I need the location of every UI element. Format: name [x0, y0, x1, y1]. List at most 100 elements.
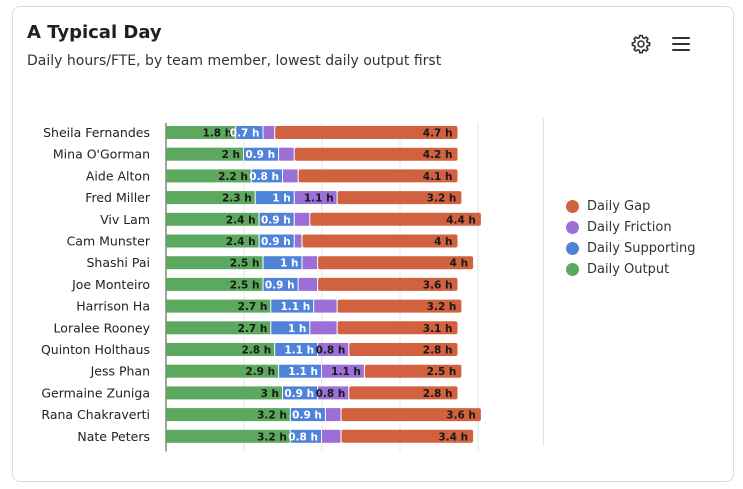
data-label: 3.2 h: [257, 410, 287, 422]
category-label: Jess Phan: [90, 364, 150, 379]
bar-segment[interactable]: [279, 147, 294, 161]
bar-segment[interactable]: [166, 321, 271, 335]
bar-segment[interactable]: [166, 256, 263, 270]
bar-segment[interactable]: [263, 256, 302, 270]
bar-segment[interactable]: [279, 364, 321, 378]
data-label: 1.1 h: [304, 193, 334, 205]
bar-segment[interactable]: [166, 277, 263, 291]
bar-segment[interactable]: [341, 429, 474, 443]
bar-segment[interactable]: [322, 364, 364, 378]
bar-segment[interactable]: [251, 169, 282, 183]
bar-segment[interactable]: [302, 234, 458, 248]
bar-segment[interactable]: [294, 234, 302, 248]
chart-subtitle: Daily hours/FTE, by team member, lowest …: [27, 53, 442, 69]
bar-segment[interactable]: [271, 299, 314, 313]
bar-segment[interactable]: [337, 191, 462, 205]
bar-segment[interactable]: [294, 191, 337, 205]
bar-segment[interactable]: [318, 256, 474, 270]
legend-swatch: [566, 263, 579, 276]
legend-item[interactable]: Daily Output: [566, 259, 696, 280]
bar-segment[interactable]: [166, 126, 236, 139]
hamburger-menu-icon[interactable]: [669, 32, 693, 56]
legend-item[interactable]: Daily Supporting: [566, 238, 696, 259]
legend-label: Daily Gap: [587, 199, 651, 214]
bar-segment[interactable]: [302, 256, 318, 270]
legend-swatch: [566, 242, 579, 255]
bar-segment[interactable]: [166, 212, 259, 226]
bar-segment[interactable]: [275, 343, 318, 356]
bar-segment[interactable]: [166, 147, 243, 161]
data-label: 3.4 h: [438, 431, 468, 443]
bar-segment[interactable]: [244, 147, 279, 161]
chart-title: A Typical Day: [27, 22, 162, 43]
bar-segment[interactable]: [290, 429, 321, 443]
legend-swatch: [566, 221, 579, 234]
data-label: 0.9 h: [265, 279, 295, 291]
bar-segment[interactable]: [166, 364, 279, 378]
category-label: Quinton Holthaus: [41, 342, 150, 357]
data-label: 0.9 h: [292, 410, 322, 422]
bar-segment[interactable]: [166, 408, 290, 422]
bar-segment[interactable]: [298, 277, 318, 291]
data-label: 2.3 h: [222, 193, 252, 205]
bar-segment[interactable]: [337, 299, 462, 313]
bar-segment[interactable]: [290, 408, 325, 422]
bar-segment[interactable]: [322, 429, 341, 443]
bar-segment[interactable]: [166, 429, 290, 443]
bar-segment[interactable]: [318, 277, 458, 291]
bar-segment[interactable]: [166, 299, 271, 313]
legend-swatch: [566, 200, 579, 213]
bar-segment[interactable]: [337, 321, 458, 335]
legend-label: Daily Friction: [587, 220, 672, 235]
data-label: 3.2 h: [257, 431, 287, 443]
bar-segment[interactable]: [236, 126, 263, 139]
category-label: Harrison Ha: [76, 299, 150, 314]
data-label: 1 h: [272, 193, 290, 205]
bar-segment[interactable]: [166, 386, 282, 400]
bar-segment[interactable]: [318, 386, 349, 400]
bar-segment[interactable]: [314, 299, 337, 313]
bar-segment[interactable]: [294, 212, 310, 226]
data-label: 2.8 h: [423, 388, 453, 400]
bar-segment[interactable]: [259, 212, 294, 226]
bar-segment[interactable]: [166, 169, 251, 183]
data-label: 1.1 h: [288, 366, 318, 378]
bar-segment[interactable]: [263, 126, 275, 139]
data-label: 3.6 h: [423, 279, 453, 291]
bar-segment[interactable]: [166, 191, 255, 205]
bar-segment[interactable]: [294, 147, 458, 161]
bar-segment[interactable]: [349, 343, 458, 356]
data-label: 1.1 h: [331, 366, 361, 378]
data-label: 4 h: [450, 258, 468, 270]
bar-segment[interactable]: [275, 126, 458, 139]
bar-segment[interactable]: [318, 343, 349, 356]
data-label: 1.8 h: [202, 128, 232, 140]
data-label: 0.9 h: [284, 388, 314, 400]
bar-segment[interactable]: [364, 364, 462, 378]
bar-segment[interactable]: [166, 234, 259, 248]
bar-segment[interactable]: [310, 321, 337, 335]
bar-segment[interactable]: [283, 386, 318, 400]
bar-segment[interactable]: [271, 321, 310, 335]
bar-segment[interactable]: [325, 408, 341, 422]
bar-segment[interactable]: [263, 277, 298, 291]
chart-legend: Daily Gap Daily Friction Daily Supporting D…: [566, 196, 696, 280]
bar-segment[interactable]: [255, 191, 294, 205]
category-label: Fred Miller: [85, 190, 151, 205]
gear-icon[interactable]: [629, 32, 653, 56]
bar-segment[interactable]: [298, 169, 458, 183]
category-label: Shashi Pai: [86, 255, 150, 270]
bar-segment[interactable]: [166, 343, 275, 356]
legend-item[interactable]: Daily Gap: [566, 196, 696, 217]
bar-segment[interactable]: [349, 386, 458, 400]
bar-segment[interactable]: [259, 234, 294, 248]
category-label: Germaine Zuniga: [41, 385, 150, 400]
legend-item[interactable]: Daily Friction: [566, 217, 696, 238]
category-label: Mina O'Gorman: [53, 147, 150, 162]
data-label: 4.1 h: [423, 171, 453, 183]
bar-segment[interactable]: [283, 169, 298, 183]
bar-segment[interactable]: [310, 212, 481, 226]
category-label: Joe Monteiro: [71, 277, 150, 292]
bar-segment[interactable]: [341, 408, 481, 422]
data-label: 0.8 h: [288, 431, 318, 443]
